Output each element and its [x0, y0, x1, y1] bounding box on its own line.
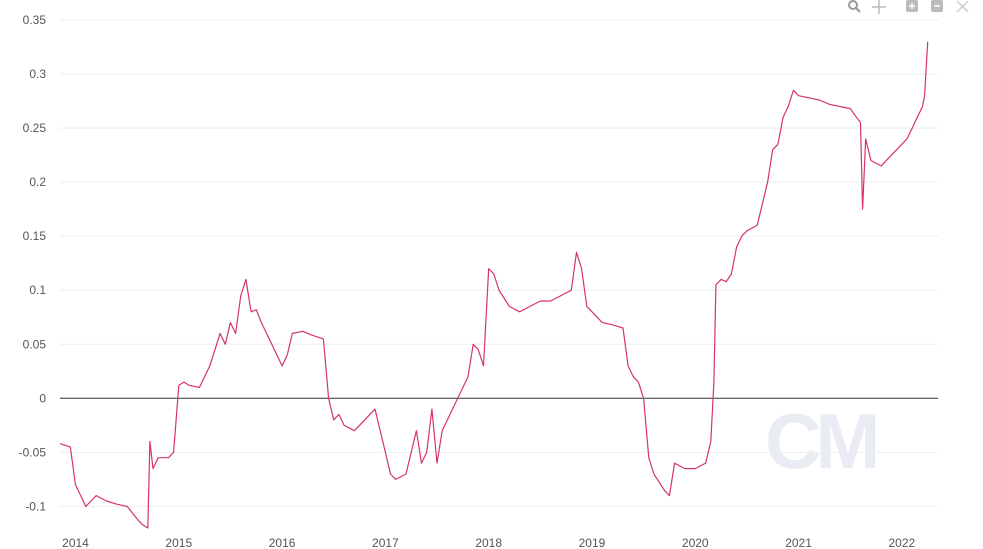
x-tick-label: 2014 — [62, 536, 89, 549]
x-tick-label: 2017 — [372, 536, 399, 549]
x-axis-ticks: 2014 2015 2016 2017 2018 2019 2020 2021 2022 — [62, 536, 915, 549]
x-tick-label: 2022 — [888, 536, 915, 549]
y-tick-label: 0.15 — [23, 229, 47, 243]
watermark: CM — [765, 397, 875, 485]
chart-toolbar — [848, 0, 969, 14]
y-tick-label: 0.05 — [23, 337, 47, 351]
y-tick-label: 0.25 — [23, 121, 47, 135]
x-tick-label: 2018 — [475, 536, 502, 549]
y-tick-label: 0.3 — [29, 67, 46, 81]
y-tick-label: 0.35 — [23, 13, 47, 27]
zoom-in-icon[interactable] — [906, 0, 918, 12]
x-tick-label: 2019 — [579, 536, 606, 549]
x-tick-label: 2021 — [785, 536, 812, 549]
zoom-icon[interactable] — [848, 0, 861, 13]
y-axis-ticks: 0.35 0.3 0.25 0.2 0.15 0.1 0.05 0 -0.05 -0.1 — [19, 13, 47, 513]
y-tick-label: 0.1 — [29, 283, 46, 297]
zoom-out-icon[interactable] — [931, 0, 943, 12]
series-line — [59, 41, 929, 529]
x-tick-label: 2016 — [269, 536, 296, 549]
y-tick-label: -0.1 — [25, 499, 46, 513]
y-tick-label: 0 — [39, 391, 46, 405]
reset-icon[interactable] — [956, 0, 969, 13]
x-tick-label: 2020 — [682, 536, 709, 549]
series-layer — [59, 41, 929, 529]
pan-icon[interactable] — [872, 0, 886, 14]
x-tick-label: 2015 — [165, 536, 192, 549]
y-tick-label: 0.2 — [29, 175, 46, 189]
y-tick-label: -0.05 — [19, 445, 47, 459]
